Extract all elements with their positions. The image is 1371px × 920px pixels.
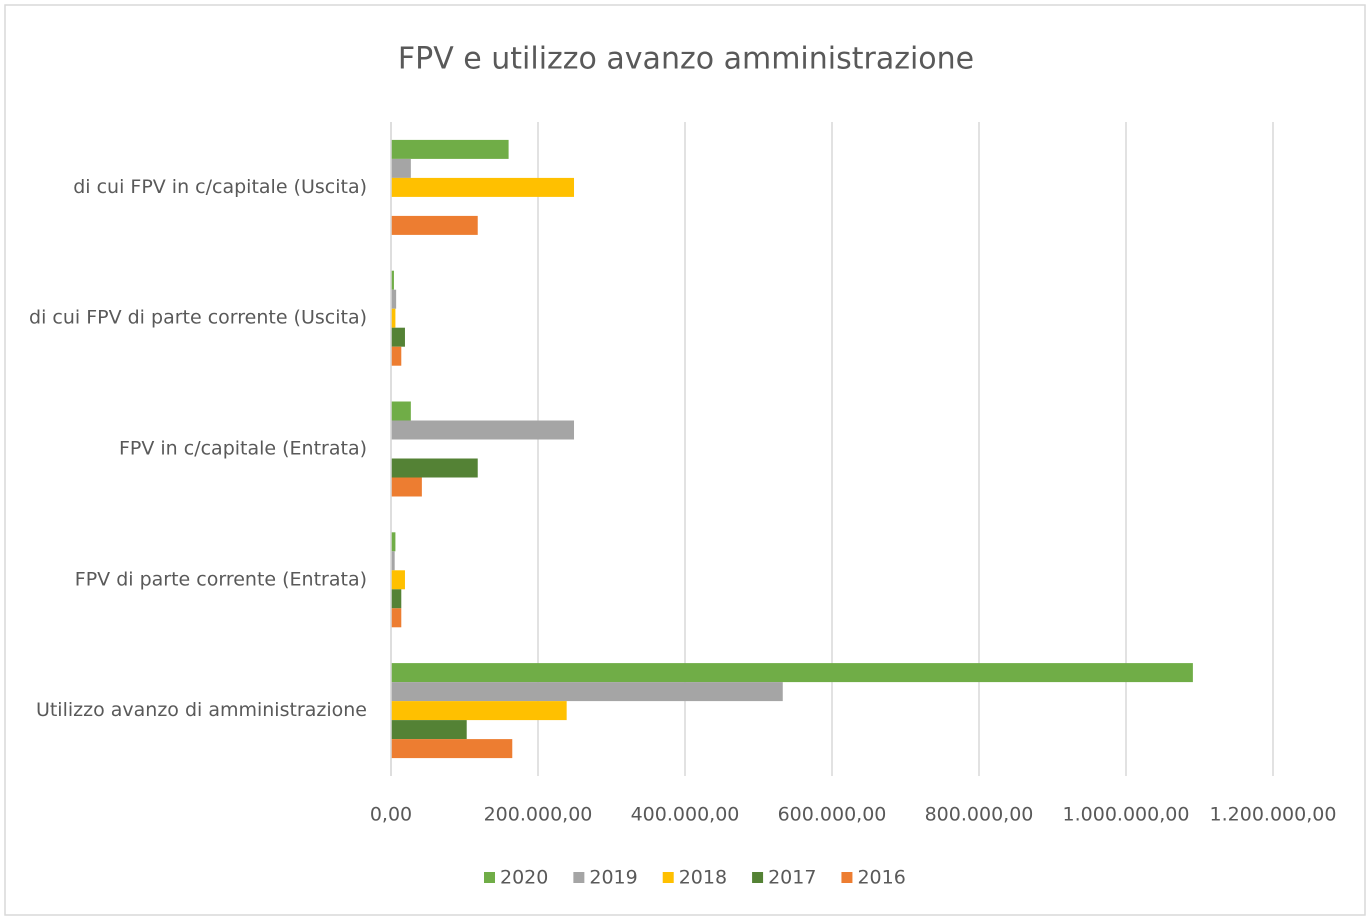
y-tick-label: di cui FPV di parte corrente (Uscita): [29, 307, 367, 329]
bar: [391, 701, 567, 721]
bar: [391, 608, 402, 628]
bar: [391, 401, 411, 421]
x-tick-label: 1.000.000,00: [1063, 804, 1190, 826]
bar: [391, 346, 402, 366]
x-tick-label: 200.000,00: [484, 804, 593, 826]
legend-label: 2017: [768, 867, 816, 889]
x-tick-label: 0,00: [370, 804, 412, 826]
y-tick-label: di cui FPV in c/capitale (Uscita): [73, 176, 367, 198]
bar: [391, 739, 513, 759]
legend-label: 2018: [679, 867, 727, 889]
bar: [391, 158, 411, 178]
legend-swatch: [662, 872, 674, 883]
bar: [391, 720, 467, 740]
legend-swatch: [484, 872, 495, 883]
bar: [391, 663, 1193, 683]
bar: [391, 477, 422, 497]
bar: [391, 551, 395, 571]
y-tick-label: FPV di parte corrente (Entrata): [75, 568, 367, 590]
bar: [391, 570, 405, 590]
bar: [391, 139, 509, 159]
legend-swatch: [841, 872, 853, 883]
x-tick-label: 400.000,00: [631, 804, 740, 826]
x-tick-label: 800.000,00: [925, 804, 1034, 826]
legend-label: 2016: [857, 867, 905, 889]
y-tick-label: Utilizzo avanzo di amministrazione: [36, 699, 367, 721]
legend-swatch: [752, 872, 764, 883]
bar: [391, 589, 402, 609]
bar: [391, 177, 575, 197]
x-tick-label: 600.000,00: [778, 804, 887, 826]
bar: [391, 327, 405, 347]
bar: [391, 308, 396, 328]
chart-title: FPV e utilizzo avanzo amministrazione: [398, 42, 974, 77]
bar: [391, 682, 783, 702]
bar: [391, 458, 478, 478]
y-tick-label: FPV in c/capitale (Entrata): [119, 438, 367, 460]
bar: [391, 420, 575, 440]
bar: [391, 532, 396, 552]
legend-swatch: [573, 872, 585, 883]
legend-label: 2019: [589, 867, 637, 889]
x-tick-label: 1.200.000,00: [1210, 804, 1337, 826]
bar: [391, 289, 397, 309]
bar: [391, 215, 478, 235]
legend-label: 2020: [500, 867, 548, 889]
bar: [391, 270, 394, 290]
